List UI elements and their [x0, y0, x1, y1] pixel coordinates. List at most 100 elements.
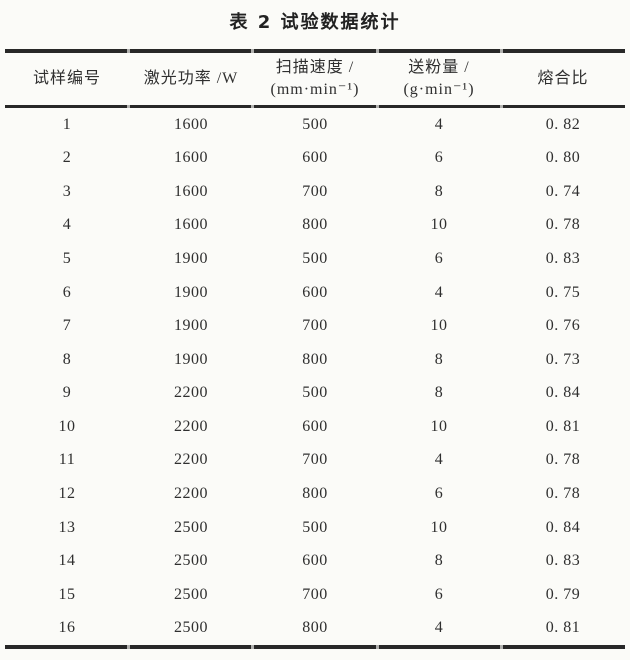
cell-fusion-ratio: 0. 81 [545, 619, 581, 637]
table-row: 9 2200 500 8 0. 84 [5, 377, 625, 411]
rule-column-break [500, 49, 504, 53]
cell-scan-speed: 600 [302, 283, 328, 301]
table-row: 1 1600 500 4 0. 82 [5, 108, 625, 142]
cell-powder-feed: 6 [434, 484, 444, 502]
cell-laser-power: 2500 [174, 552, 208, 570]
cell-fusion-ratio: 0. 83 [545, 250, 581, 268]
cell-fusion-ratio: 0. 79 [545, 585, 581, 603]
table-row: 10 2200 600 10 0. 81 [5, 410, 625, 444]
cell-powder-feed: 4 [434, 451, 444, 469]
cell-laser-power: 2200 [174, 417, 208, 435]
rule-segment [378, 49, 501, 53]
header-line: 熔合比 [537, 70, 589, 87]
cell-laser-power: 2500 [174, 619, 208, 637]
cell-fusion-ratio: 0. 73 [545, 350, 581, 368]
cell-laser-power: 1900 [174, 350, 208, 368]
table-row: 8 1900 800 8 0. 73 [5, 343, 625, 377]
col-header-powder-feed: 送粉量 / (g·min⁻¹) [377, 57, 501, 101]
col-header-fusion-ratio: 熔合比 [501, 68, 625, 90]
rule-segment [503, 105, 625, 108]
cell-scan-speed: 700 [302, 585, 328, 603]
rule-column-break [126, 105, 130, 108]
rule-column-break [375, 645, 379, 649]
cell-laser-power: 1600 [174, 115, 208, 133]
header-line: (g·min⁻¹) [403, 81, 475, 98]
table-bottom-rule [5, 645, 625, 649]
rule-segment [129, 105, 252, 108]
header-line: 试样编号 [32, 70, 101, 87]
header-line: 送粉量 / [408, 59, 470, 76]
cell-powder-feed: 6 [434, 250, 444, 268]
table-row: 7 1900 700 10 0. 76 [5, 309, 625, 343]
cell-powder-feed: 8 [434, 384, 444, 402]
table-title: 表 2 试验数据统计 [229, 12, 401, 33]
cell-scan-speed: 800 [302, 619, 328, 637]
col-header-scan-speed: 扫描速度 / (mm·min⁻¹) [253, 57, 377, 101]
table-row: 5 1900 500 6 0. 83 [5, 242, 625, 276]
cell-scan-speed: 500 [302, 115, 328, 133]
cell-sample-no: 2 [62, 149, 72, 167]
rule-segment [5, 105, 127, 108]
col-header-laser-power: 激光功率 /W [129, 68, 253, 90]
cell-fusion-ratio: 0. 81 [545, 417, 581, 435]
cell-fusion-ratio: 0. 84 [545, 384, 581, 402]
cell-laser-power: 2200 [174, 484, 208, 502]
cell-fusion-ratio: 0. 82 [545, 115, 581, 133]
rule-segment [254, 49, 376, 53]
table-header-row: 试样编号 激光功率 /W 扫描速度 / (mm·min⁻¹) 送粉量 / (g·… [5, 53, 625, 105]
cell-powder-feed: 6 [434, 585, 444, 603]
cell-sample-no: 14 [58, 552, 76, 570]
cell-powder-feed: 6 [434, 149, 444, 167]
cell-laser-power: 1900 [174, 250, 208, 268]
cell-fusion-ratio: 0. 74 [545, 182, 581, 200]
header-line: (mm·min⁻¹) [270, 81, 360, 98]
table-row: 6 1900 600 4 0. 75 [5, 276, 625, 310]
table-row: 14 2500 600 8 0. 83 [5, 544, 625, 578]
cell-fusion-ratio: 0. 75 [545, 283, 581, 301]
cell-scan-speed: 600 [302, 417, 328, 435]
rule-segment [254, 105, 376, 108]
cell-powder-feed: 4 [434, 283, 444, 301]
rule-segment [503, 645, 625, 649]
rule-segment [129, 645, 252, 649]
rule-column-break [251, 105, 255, 108]
cell-sample-no: 8 [62, 350, 72, 368]
cell-scan-speed: 600 [302, 149, 328, 167]
rule-column-break [251, 645, 255, 649]
table-row: 15 2500 700 6 0. 79 [5, 578, 625, 612]
table-body: 1 1600 500 4 0. 82 2 1600 600 6 0. 80 3 1600 700 8 0. … [5, 108, 625, 645]
cell-laser-power: 1900 [174, 283, 208, 301]
cell-laser-power: 1600 [174, 216, 208, 234]
cell-scan-speed: 500 [302, 518, 328, 536]
cell-scan-speed: 800 [302, 216, 328, 234]
cell-scan-speed: 600 [302, 552, 328, 570]
cell-sample-no: 15 [58, 585, 76, 603]
cell-fusion-ratio: 0. 83 [545, 552, 581, 570]
rule-column-break [126, 49, 130, 53]
cell-sample-no: 12 [58, 484, 76, 502]
cell-sample-no: 7 [62, 317, 72, 335]
cell-sample-no: 16 [58, 619, 76, 637]
rule-segment [5, 645, 127, 649]
rule-segment [5, 49, 127, 53]
table-top-rule [5, 49, 625, 53]
cell-fusion-ratio: 0. 78 [545, 216, 581, 234]
table-row: 12 2200 800 6 0. 78 [5, 477, 625, 511]
rule-segment [378, 645, 501, 649]
cell-powder-feed: 8 [434, 552, 444, 570]
cell-laser-power: 1600 [174, 182, 208, 200]
cell-sample-no: 1 [62, 115, 72, 133]
cell-sample-no: 13 [58, 518, 76, 536]
cell-scan-speed: 800 [302, 484, 328, 502]
cell-sample-no: 11 [58, 451, 76, 469]
cell-powder-feed: 10 [430, 518, 448, 536]
cell-fusion-ratio: 0. 78 [545, 484, 581, 502]
rule-column-break [375, 105, 379, 108]
cell-powder-feed: 10 [430, 417, 448, 435]
cell-powder-feed: 4 [434, 619, 444, 637]
cell-powder-feed: 10 [430, 317, 448, 335]
cell-sample-no: 4 [62, 216, 72, 234]
cell-sample-no: 3 [62, 182, 72, 200]
rule-segment [129, 49, 252, 53]
